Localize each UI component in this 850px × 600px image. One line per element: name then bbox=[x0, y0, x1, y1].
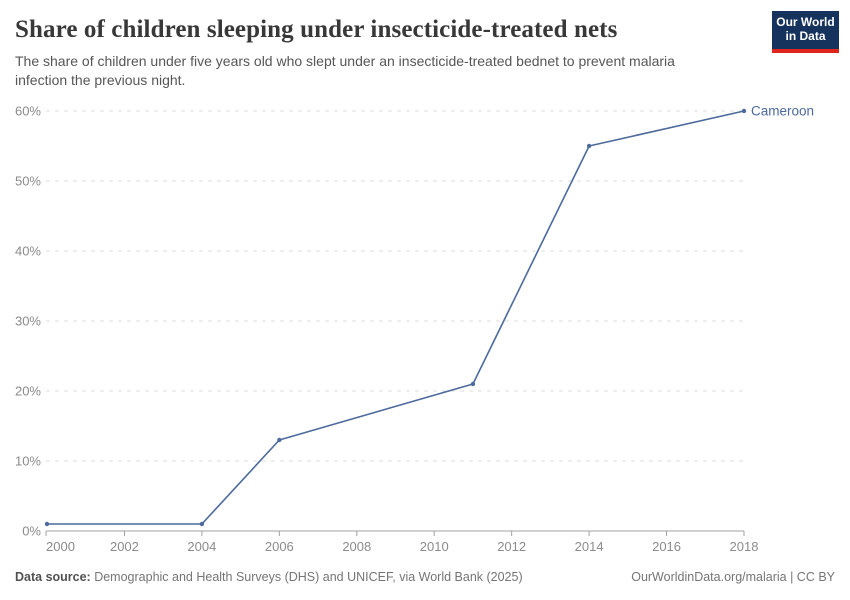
x-tick-label: 2008 bbox=[342, 539, 371, 554]
data-point[interactable] bbox=[44, 521, 50, 527]
x-tick-label: 2018 bbox=[730, 539, 759, 554]
y-tick-label: 0% bbox=[22, 524, 41, 539]
data-point[interactable] bbox=[586, 143, 592, 149]
series-line[interactable] bbox=[47, 110, 745, 525]
chart-title: Share of children sleeping under insecti… bbox=[15, 16, 618, 43]
y-tick-label: 30% bbox=[15, 314, 41, 329]
data-point[interactable] bbox=[470, 381, 476, 387]
entity-label[interactable]: Cameroon bbox=[751, 104, 814, 119]
chart-subtitle: The share of children under five years o… bbox=[15, 53, 675, 89]
y-tick-label: 10% bbox=[15, 454, 41, 469]
y-tick-label: 40% bbox=[15, 244, 41, 259]
data-point[interactable] bbox=[741, 108, 747, 114]
data-source-label: Data source: bbox=[15, 570, 91, 584]
data-point[interactable] bbox=[199, 521, 205, 527]
chart-footer: Data source: Demographic and Health Surv… bbox=[15, 570, 835, 584]
data-source-text: Demographic and Health Surveys (DHS) and… bbox=[90, 570, 523, 584]
y-tick-label: 20% bbox=[15, 384, 41, 399]
owid-logo[interactable]: Our World in Data bbox=[772, 11, 839, 53]
data-source-note: Data source: Demographic and Health Surv… bbox=[15, 570, 523, 584]
x-tick-label: 2010 bbox=[420, 539, 449, 554]
x-tick-label: 2000 bbox=[46, 539, 75, 554]
x-tick-label: 2012 bbox=[497, 539, 526, 554]
x-tick-label: 2006 bbox=[265, 539, 294, 554]
y-tick-label: 50% bbox=[15, 174, 41, 189]
x-tick-label: 2004 bbox=[187, 539, 216, 554]
x-tick-label: 2002 bbox=[110, 539, 139, 554]
x-tick-label: 2016 bbox=[652, 539, 681, 554]
y-tick-label: 60% bbox=[15, 104, 41, 119]
data-point[interactable] bbox=[277, 437, 282, 443]
owid-logo-line1: Our World bbox=[776, 15, 835, 30]
owid-logo-line2: in Data bbox=[785, 29, 826, 43]
x-tick-label: 2014 bbox=[575, 539, 604, 554]
owid-url-license-link[interactable]: OurWorldinData.org/malaria | CC BY bbox=[631, 570, 835, 584]
